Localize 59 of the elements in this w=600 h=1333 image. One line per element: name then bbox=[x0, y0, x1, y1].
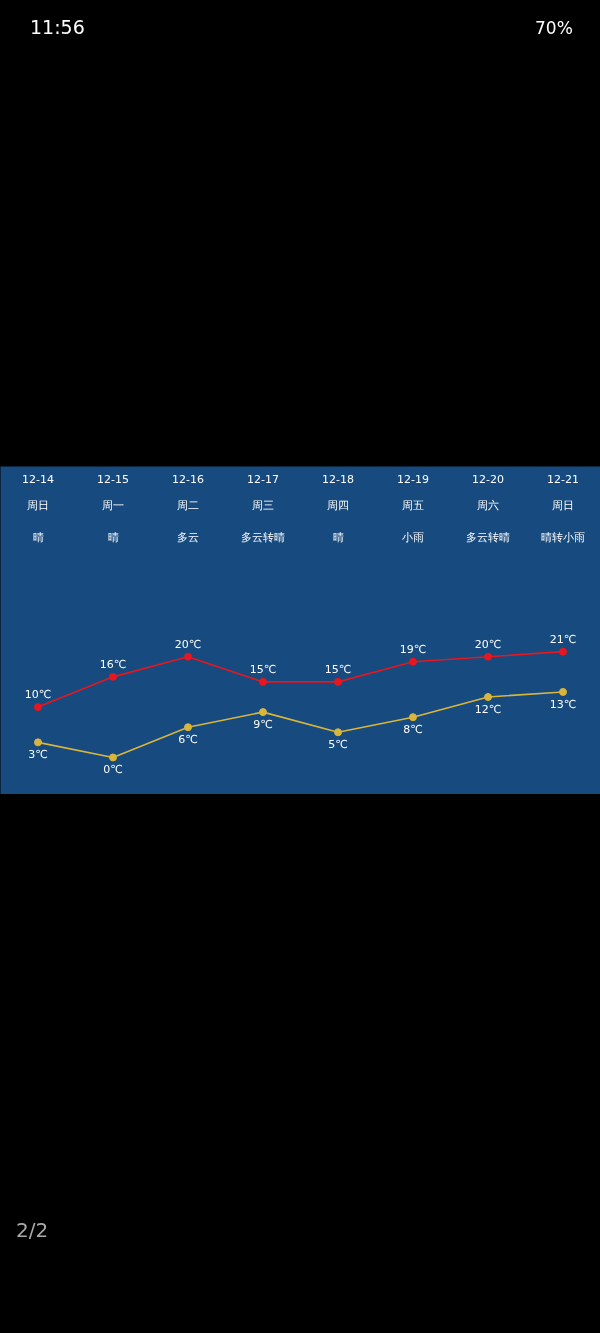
point bbox=[34, 738, 42, 747]
data-label: 20℃ bbox=[474, 637, 502, 651]
point bbox=[109, 753, 117, 762]
text: 晴 bbox=[32, 530, 44, 544]
text: 周二 bbox=[177, 499, 199, 513]
x-tick-label: 12-17 bbox=[247, 472, 279, 486]
x-tick-label: 12-16 bbox=[172, 472, 204, 486]
point bbox=[184, 723, 192, 732]
text: 多云转晴 bbox=[241, 530, 285, 544]
text: 小雨 bbox=[402, 530, 424, 544]
data-label: 5℃ bbox=[328, 738, 348, 752]
point bbox=[559, 647, 567, 656]
point bbox=[334, 677, 342, 686]
text: 周一 bbox=[102, 499, 124, 513]
data-label: 9℃ bbox=[253, 718, 273, 732]
text: 周三 bbox=[252, 499, 274, 513]
x-tick-label: 12-18 bbox=[322, 472, 354, 486]
point bbox=[334, 728, 342, 737]
data-label: 10℃ bbox=[24, 688, 52, 702]
x-tick-label: 12-15 bbox=[97, 472, 129, 486]
point bbox=[109, 672, 117, 681]
x-tick-label: 12-19 bbox=[397, 472, 429, 486]
data-label: 21℃ bbox=[549, 632, 577, 646]
point bbox=[409, 713, 417, 722]
text: 晴 bbox=[332, 530, 344, 544]
text: 周日 bbox=[552, 499, 574, 513]
x-tick-label: 12-20 bbox=[472, 472, 504, 486]
point bbox=[484, 693, 492, 701]
data-label: 0℃ bbox=[103, 763, 123, 777]
data-label: 8℃ bbox=[403, 723, 423, 737]
text: 2/2 bbox=[16, 1217, 49, 1244]
text: 多云转晴 bbox=[466, 530, 510, 544]
text: 11:56 bbox=[30, 15, 85, 40]
point bbox=[409, 657, 417, 666]
point bbox=[259, 677, 267, 686]
point bbox=[259, 708, 267, 717]
text: 70% bbox=[535, 17, 573, 40]
data-label: 6℃ bbox=[178, 733, 198, 747]
point bbox=[559, 687, 567, 696]
point bbox=[184, 652, 192, 661]
x-tick-label: 12-21 bbox=[547, 472, 579, 486]
x-tick-label: 12-14 bbox=[22, 472, 54, 486]
data-label: 3℃ bbox=[28, 748, 48, 762]
data-label: 16℃ bbox=[99, 657, 127, 671]
data-label: 15℃ bbox=[249, 662, 277, 676]
data-label: 15℃ bbox=[324, 662, 352, 676]
text: 周五 bbox=[402, 499, 424, 513]
data-label: 13℃ bbox=[549, 697, 577, 711]
text: 晴 bbox=[107, 530, 119, 544]
data-label: 20℃ bbox=[174, 637, 202, 651]
data-label: 12℃ bbox=[474, 703, 502, 717]
point bbox=[34, 703, 42, 712]
point bbox=[484, 652, 492, 661]
text: 晴转小雨 bbox=[541, 530, 585, 544]
data-label: 19℃ bbox=[399, 642, 427, 656]
text: 多云 bbox=[177, 530, 199, 544]
text: 周六 bbox=[477, 499, 499, 513]
text: 周四 bbox=[327, 499, 349, 513]
text: 周日 bbox=[27, 499, 49, 513]
